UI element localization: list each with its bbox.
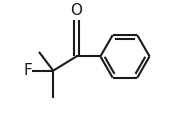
Text: O: O <box>70 3 82 18</box>
Text: F: F <box>23 63 32 78</box>
